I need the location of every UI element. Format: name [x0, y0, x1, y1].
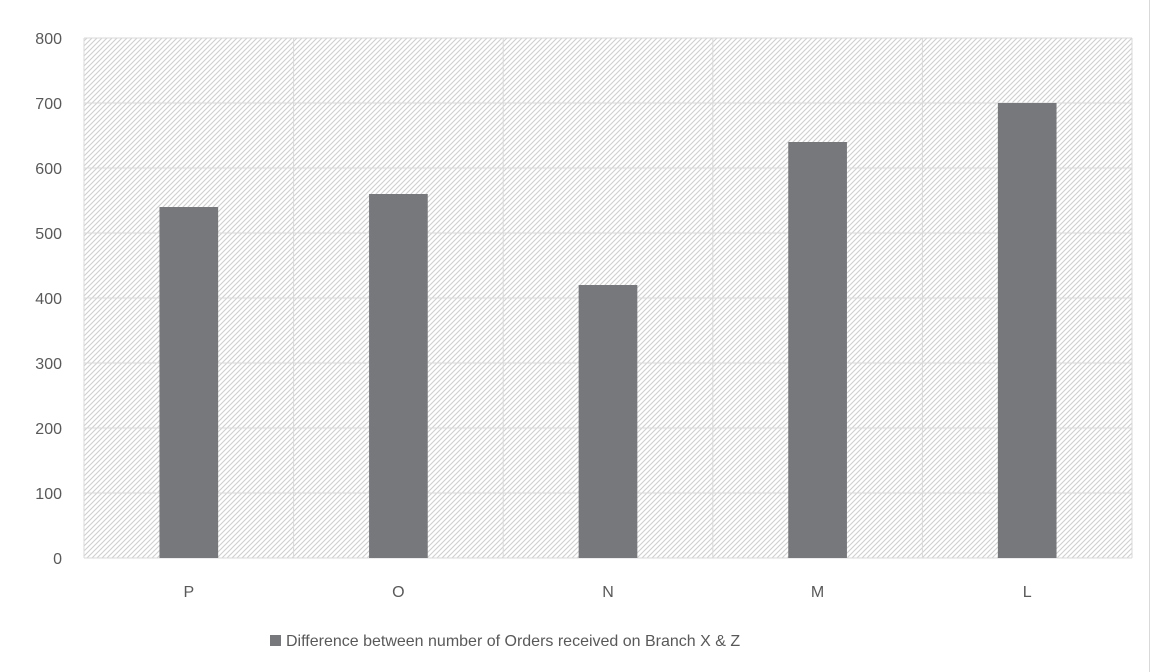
y-tick-label: 300	[35, 356, 62, 373]
legend: Difference between number of Orders rece…	[270, 633, 740, 650]
y-tick-label: 600	[35, 161, 62, 178]
x-tick-label: O	[392, 584, 404, 601]
y-tick-label: 200	[35, 421, 62, 438]
x-tick-label: P	[183, 584, 194, 601]
legend-label: Difference between number of Orders rece…	[286, 633, 740, 650]
bar-L	[997, 103, 1057, 558]
legend-swatch	[270, 635, 281, 646]
y-tick-label: 100	[35, 486, 62, 503]
x-tick-label: L	[1023, 584, 1032, 601]
y-tick-label: 700	[35, 96, 62, 113]
y-tick-label: 0	[53, 551, 62, 568]
bars	[159, 103, 1057, 558]
x-tick-label: M	[811, 584, 824, 601]
y-axis-tick-labels: 0 100 200 300 400 500 600 700 800	[35, 31, 62, 568]
x-tick-label: N	[602, 584, 614, 601]
y-tick-label: 800	[35, 31, 62, 48]
gridlines	[83, 37, 1133, 559]
y-tick-label: 400	[35, 291, 62, 308]
y-tick-label: 500	[35, 226, 62, 243]
bar-P	[159, 207, 219, 558]
bar-M	[788, 142, 847, 558]
bar-O	[369, 194, 428, 558]
bar-N	[578, 285, 638, 558]
